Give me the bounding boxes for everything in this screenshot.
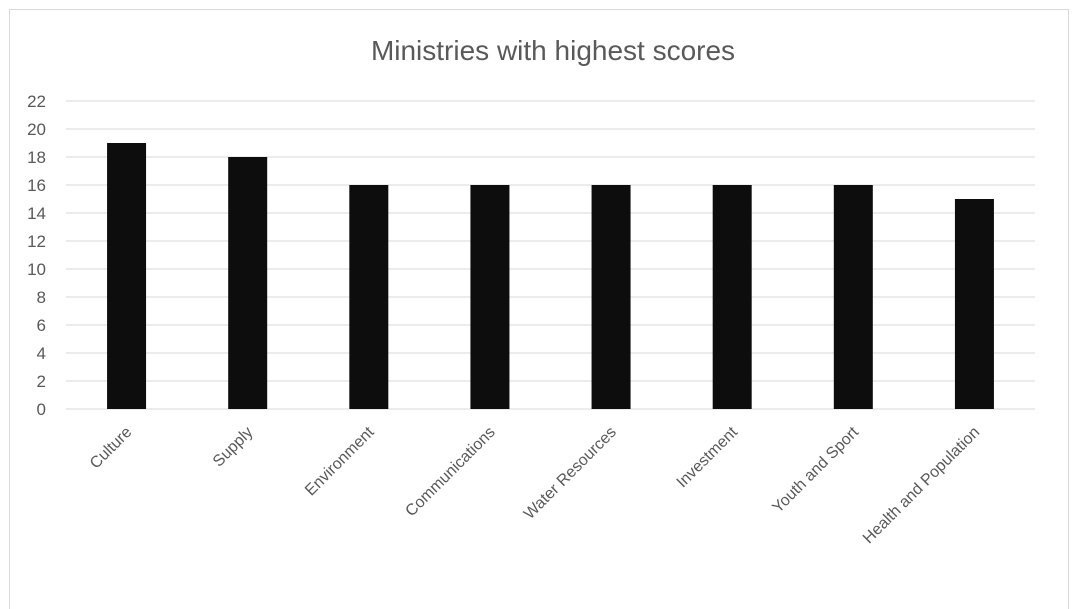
bar-youth-and-sport xyxy=(833,185,873,409)
x-tick-label: Supply xyxy=(210,424,257,471)
x-tick-label: Culture xyxy=(87,424,136,473)
bar-communications xyxy=(470,185,510,409)
bars xyxy=(107,143,994,409)
y-tick-label: 16 xyxy=(27,176,46,195)
bar-health-and-population xyxy=(954,199,994,409)
y-tick-label: 0 xyxy=(37,400,46,419)
chart-frame xyxy=(9,9,1069,609)
y-tick-label: 6 xyxy=(37,316,46,335)
y-tick-label: 22 xyxy=(27,92,46,111)
x-tick-label: Communications xyxy=(402,424,498,520)
chart-title: Ministries with highest scores xyxy=(371,35,735,66)
x-tick-label: Water Resources xyxy=(521,424,620,523)
y-axis-ticks: 0 2 4 6 8 10 12 14 16 18 20 22 xyxy=(27,92,46,419)
x-tick-label: Health and Population xyxy=(860,424,983,547)
y-tick-label: 12 xyxy=(27,232,46,251)
y-tick-label: 20 xyxy=(27,120,46,139)
x-tick-label: Environment xyxy=(302,423,378,499)
bar-environment xyxy=(349,185,389,409)
bar-supply xyxy=(228,157,268,409)
x-tick-label: Investment xyxy=(674,423,742,491)
x-axis-ticks: Culture Supply Environment Communications Wa… xyxy=(87,423,983,547)
bar-investment xyxy=(712,185,752,409)
y-tick-label: 4 xyxy=(37,344,46,363)
y-tick-label: 8 xyxy=(37,288,46,307)
y-tick-label: 2 xyxy=(37,372,46,391)
y-tick-label: 10 xyxy=(27,260,46,279)
bar-water-resources xyxy=(591,185,631,409)
y-tick-label: 14 xyxy=(27,204,46,223)
bar-culture xyxy=(107,143,147,409)
x-tick-label: Youth and Sport xyxy=(769,423,862,516)
gridlines xyxy=(66,100,1035,410)
y-tick-label: 18 xyxy=(27,148,46,167)
